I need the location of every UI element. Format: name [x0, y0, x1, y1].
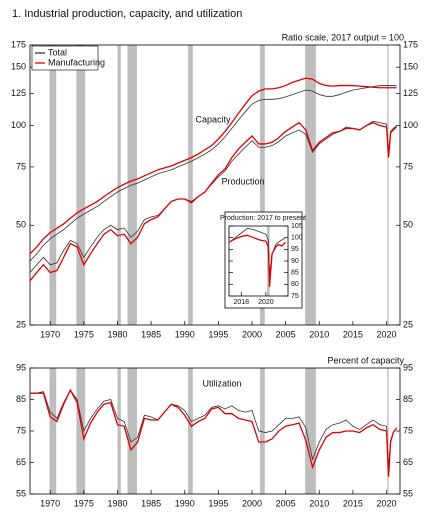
x-tick-label: 2000	[242, 329, 262, 339]
y-tick-label: 105	[291, 223, 303, 230]
series-line	[29, 85, 397, 262]
x-tick-label: 1970	[40, 498, 60, 508]
axis-note: Ratio scale, 2017 output = 100	[282, 32, 404, 42]
x-tick-label: 1985	[141, 329, 161, 339]
legend-label: Total	[48, 47, 67, 57]
x-tick-label: 1985	[141, 498, 161, 508]
y-tick-label: 65	[16, 457, 26, 467]
x-tick-label: 2010	[309, 498, 329, 508]
recession-band	[188, 45, 193, 325]
y-tick-label: 55	[403, 488, 413, 498]
recession-band	[305, 368, 316, 494]
x-tick-label: 1970	[40, 329, 60, 339]
x-tick-label: 2005	[276, 498, 296, 508]
series-line	[30, 389, 397, 468]
recession-band	[49, 45, 57, 325]
x-tick-label: 2015	[343, 329, 363, 339]
y-tick-label: 50	[16, 220, 26, 230]
y-tick-label: 50	[403, 220, 413, 230]
chart-title: 1. Industrial production, capacity, and …	[12, 8, 242, 20]
recession-band	[76, 45, 86, 325]
recession-band	[76, 368, 86, 494]
y-tick-label: 75	[403, 425, 413, 435]
x-tick-label: 1975	[74, 329, 94, 339]
series-line	[29, 77, 397, 255]
y-tick-label: 65	[403, 457, 413, 467]
series-line	[228, 227, 286, 274]
recession-band	[387, 368, 389, 494]
x-tick-label: 2020	[258, 299, 274, 306]
y-tick-label: 90	[291, 258, 299, 265]
annotation: Utilization	[202, 378, 241, 388]
y-tick-label: 85	[291, 270, 299, 277]
y-tick-label: 55	[16, 488, 26, 498]
x-tick-label: 1995	[208, 498, 228, 508]
x-tick-label: 2005	[276, 329, 296, 339]
recession-band	[260, 368, 265, 494]
y-tick-label: 150	[403, 62, 418, 72]
annotation: Production	[221, 176, 264, 186]
x-tick-label: 1990	[175, 329, 195, 339]
recession-band	[188, 368, 193, 494]
y-tick-label: 125	[11, 88, 26, 98]
series-line	[29, 120, 397, 273]
recession-band	[387, 45, 389, 325]
recession-band	[117, 45, 121, 325]
axis-note: Percent of capacity	[327, 355, 404, 365]
y-tick-label: 85	[403, 394, 413, 404]
x-tick-label: 2010	[309, 329, 329, 339]
series-line	[29, 121, 398, 282]
legend-label: Manufacturing	[48, 57, 105, 67]
recession-band	[260, 45, 265, 325]
y-tick-label: 95	[403, 362, 413, 372]
y-tick-label: 175	[403, 39, 418, 49]
x-tick-label: 2000	[242, 498, 262, 508]
x-tick-label: 2015	[343, 498, 363, 508]
plot-frame	[29, 44, 401, 326]
recession-band	[117, 368, 121, 494]
x-tick-label: 2020	[377, 329, 397, 339]
y-tick-label: 75	[291, 293, 299, 300]
y-tick-label: 100	[11, 120, 26, 130]
legend-frame	[31, 45, 99, 71]
y-tick-label: 80	[291, 281, 299, 288]
y-tick-label: 95	[291, 246, 299, 253]
chart-title: Production: 2017 to present	[220, 215, 306, 222]
y-tick-label: 175	[11, 39, 26, 49]
x-tick-label: 1980	[107, 498, 127, 508]
series-line	[228, 234, 286, 287]
x-tick-label: 1995	[208, 329, 228, 339]
y-tick-label: 100	[403, 120, 418, 130]
annotation: Capacity	[195, 114, 231, 124]
y-tick-label: 125	[403, 88, 418, 98]
y-tick-label: 75	[16, 425, 26, 435]
x-tick-label: 2018	[234, 299, 250, 306]
series-line	[30, 388, 398, 477]
y-tick-label: 75	[403, 161, 413, 171]
y-tick-label: 95	[16, 362, 26, 372]
y-tick-label: 150	[11, 62, 26, 72]
x-tick-label: 2020	[377, 498, 397, 508]
x-tick-label: 1990	[175, 498, 195, 508]
x-tick-label: 1980	[107, 329, 127, 339]
y-tick-label: 75	[16, 161, 26, 171]
y-tick-label: 25	[16, 319, 26, 329]
x-tick-label: 1975	[74, 498, 94, 508]
recession-band	[305, 45, 316, 325]
recession-band	[49, 368, 57, 494]
recession-band	[127, 368, 137, 494]
y-tick-label: 85	[16, 394, 26, 404]
y-tick-label: 100	[291, 235, 303, 242]
inset-frame	[224, 211, 303, 309]
y-tick-label: 25	[403, 319, 413, 329]
